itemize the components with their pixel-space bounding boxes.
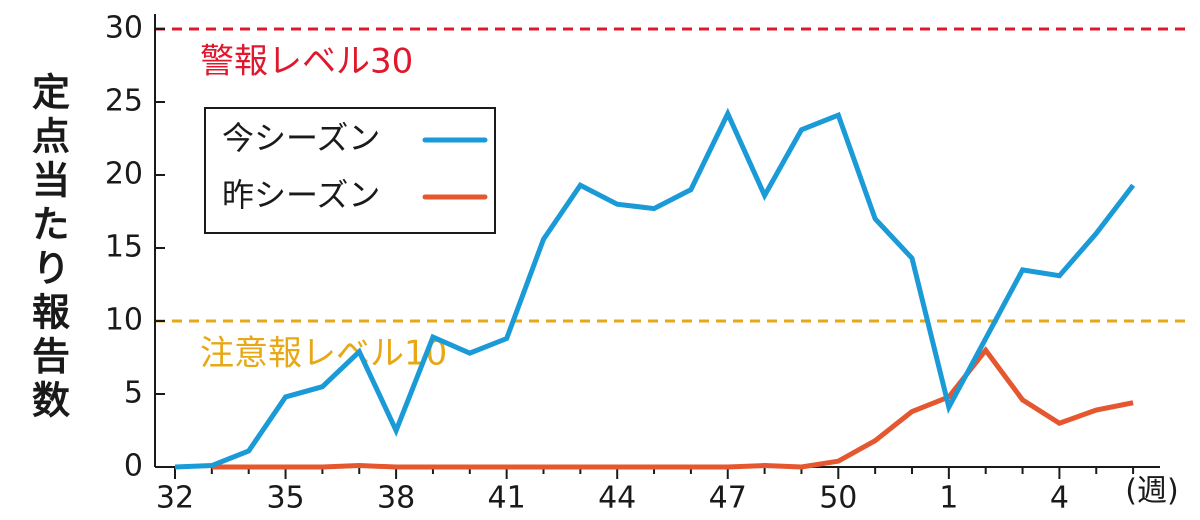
x-tick-label: 1 [939, 481, 958, 516]
x-tick-label: 4 [1050, 481, 1069, 516]
y-tick-label: 5 [124, 376, 143, 411]
y-tick-label: 0 [124, 449, 143, 484]
x-tick-label: 32 [156, 481, 194, 516]
y-tick-label: 30 [105, 11, 143, 46]
y-tick-label: 15 [105, 230, 143, 265]
y-axis-label: 定点当たり報告数 [26, 72, 70, 424]
legend-label: 昨シーズン [222, 176, 380, 214]
x-tick-label: 35 [266, 481, 304, 516]
reference-label: 警報レベル30 [200, 42, 413, 82]
y-tick-label: 25 [105, 84, 143, 119]
x-tick-label: 41 [488, 481, 526, 516]
x-tick-label: 50 [819, 481, 857, 516]
legend-label: 今シーズン [222, 119, 380, 157]
x-tick-label: 38 [377, 481, 415, 516]
reference-label: 注意報レベル10 [200, 334, 447, 374]
series-line [211, 346, 1134, 470]
series-line [174, 107, 1136, 470]
x-unit: (週) [1125, 474, 1178, 509]
x-tick-label: 47 [709, 481, 747, 516]
x-tick-label: 44 [598, 481, 636, 516]
legend-box [204, 107, 496, 234]
y-tick-label: 20 [105, 157, 143, 192]
y-tick-label: 10 [105, 303, 143, 338]
